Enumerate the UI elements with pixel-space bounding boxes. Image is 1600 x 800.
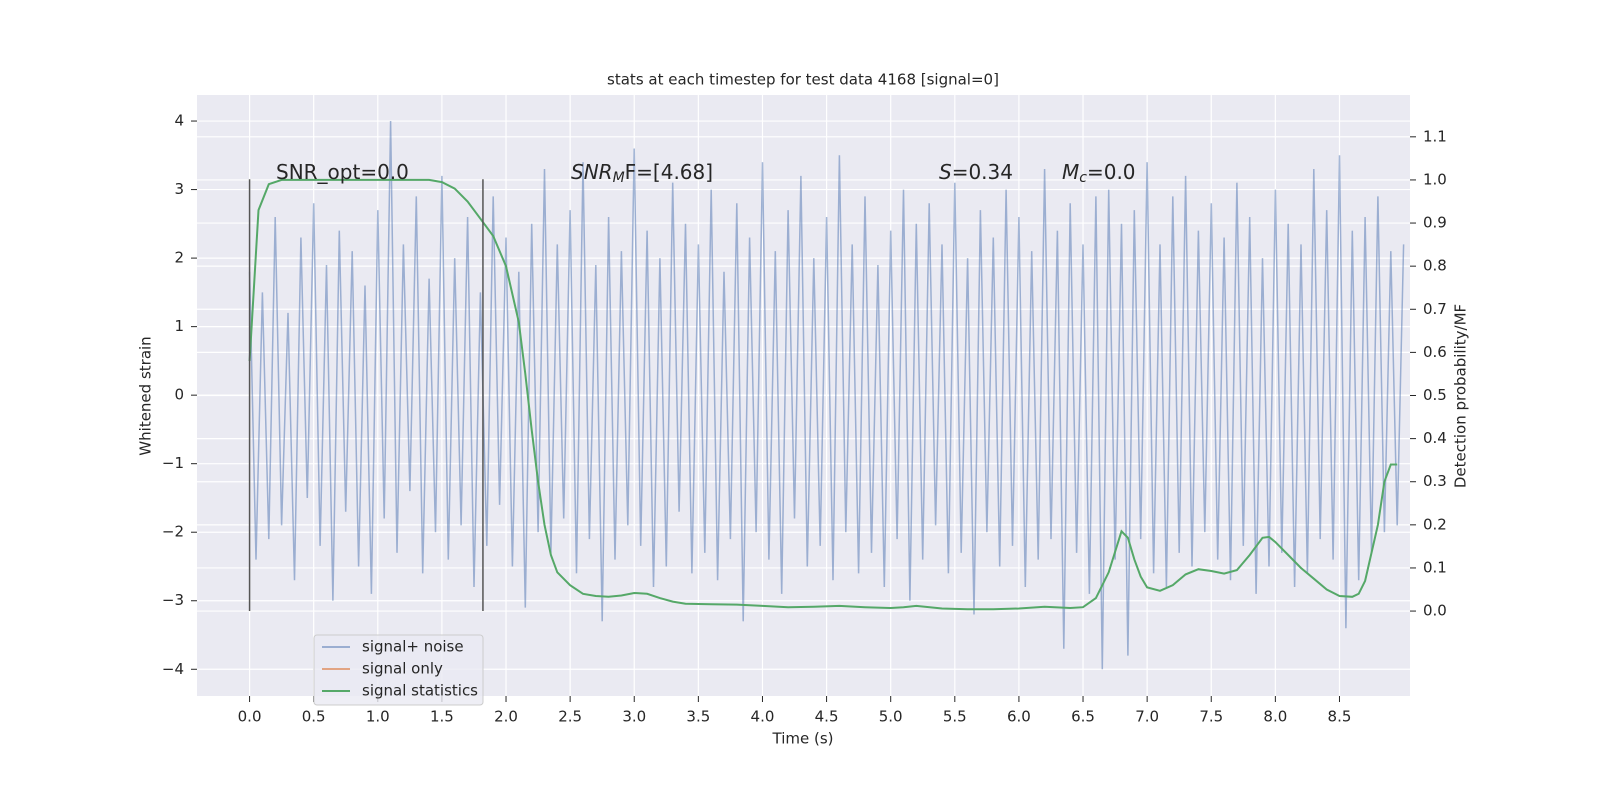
annotation: SNR_opt=0.0 <box>276 160 409 184</box>
y2-tick-label: 0.2 <box>1423 515 1447 533</box>
y2-axis-label: Detection probability/MF <box>1452 304 1470 488</box>
y-tick-label: 3 <box>174 180 184 198</box>
annotation-part: S <box>939 160 952 184</box>
y2-tick-label: 0.0 <box>1423 602 1447 620</box>
annotation-part: M <box>1062 160 1079 184</box>
y2-tick-label: 0.3 <box>1423 472 1447 490</box>
legend-label: signal statistics <box>362 682 478 700</box>
y2-tick-label: 0.4 <box>1423 429 1447 447</box>
annotation: Mc=0.0 <box>1062 160 1136 187</box>
x-tick-label: 7.0 <box>1135 708 1159 726</box>
y2-tick-label: 0.5 <box>1423 386 1447 404</box>
x-tick-label: 8.5 <box>1328 708 1352 726</box>
x-axis-label: Time (s) <box>772 730 834 748</box>
y-tick-label: −2 <box>162 523 184 541</box>
x-tick-label: 1.5 <box>430 708 454 726</box>
y2-tick-label: 1.0 <box>1423 170 1447 188</box>
series-line <box>248 178 1398 611</box>
y-axis-label: Whitened strain <box>137 336 155 455</box>
x-tick-label: 5.5 <box>943 708 967 726</box>
y-tick-label: −3 <box>162 591 184 609</box>
annotation: S=0.34 <box>939 160 1013 184</box>
chart-title: stats at each timestep for test data 416… <box>607 71 999 89</box>
legend: signal+ noise signal only signal statistic… <box>313 634 484 706</box>
annotation: SNRMF=[4.68] <box>571 160 713 187</box>
y-tick-label: −1 <box>162 454 184 472</box>
y2-tick-label: 0.6 <box>1423 343 1447 361</box>
x-tick-label: 6.5 <box>1071 708 1095 726</box>
y-tick-label: −4 <box>162 660 184 678</box>
annotation-part: c <box>1079 170 1087 186</box>
x-tick-label: 8.0 <box>1263 708 1287 726</box>
y2-tick-label: 0.8 <box>1423 257 1447 275</box>
x-tick-label: 6.0 <box>1007 708 1031 726</box>
y2-tick-label: 0.9 <box>1423 214 1447 232</box>
annotation-part: SNR <box>571 160 613 184</box>
annotation-part: SNR_opt=0.0 <box>276 160 409 184</box>
annotation-part: M <box>613 170 625 186</box>
x-tick-label: 7.5 <box>1199 708 1223 726</box>
annotation-part: =0.34 <box>952 160 1013 184</box>
y2-tick-label: 0.1 <box>1423 558 1447 576</box>
legend-box <box>313 634 484 706</box>
x-tick-label: 3.0 <box>622 708 646 726</box>
x-tick-label: 0.5 <box>302 708 326 726</box>
legend-label: signal only <box>362 660 443 678</box>
annotation-part: =0.0 <box>1087 160 1136 184</box>
y-tick-label: 1 <box>174 317 184 335</box>
x-tick-label: 5.0 <box>879 708 903 726</box>
x-tick-label: 4.0 <box>751 708 775 726</box>
x-tick-label: 1.0 <box>366 708 390 726</box>
series-line <box>248 120 1405 670</box>
annotation-part: F=[4.68] <box>625 160 713 184</box>
y2-tick-label: 0.7 <box>1423 300 1447 318</box>
x-tick-label: 4.5 <box>815 708 839 726</box>
y-tick-label: 0 <box>174 386 184 404</box>
y-tick-label: 2 <box>174 249 184 267</box>
x-tick-label: 3.5 <box>686 708 710 726</box>
legend-label: signal+ noise <box>362 638 464 656</box>
x-tick-label: 0.0 <box>238 708 262 726</box>
x-tick-label: 2.5 <box>558 708 582 726</box>
y-tick-label: 4 <box>174 112 184 130</box>
y2-tick-label: 1.1 <box>1423 127 1447 145</box>
x-tick-label: 2.0 <box>494 708 518 726</box>
